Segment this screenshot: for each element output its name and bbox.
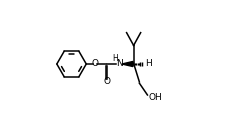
Text: H: H bbox=[145, 60, 152, 68]
Text: O: O bbox=[92, 60, 99, 68]
Text: N: N bbox=[116, 60, 123, 68]
Text: O: O bbox=[103, 77, 110, 86]
Text: H: H bbox=[112, 54, 118, 63]
Text: OH: OH bbox=[149, 93, 162, 102]
Polygon shape bbox=[122, 61, 133, 67]
